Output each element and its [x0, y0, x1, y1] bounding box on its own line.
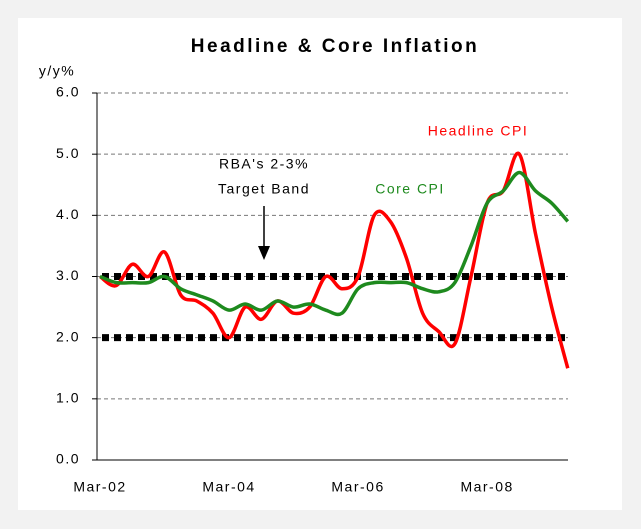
annotation: RBA's 2-3% [219, 156, 309, 172]
x-tick-label: Mar-04 [202, 479, 255, 495]
annotation: Target Band [218, 181, 310, 197]
legend-label: Headline CPI [428, 123, 529, 139]
series-line [99, 170, 570, 317]
y-tick-label: 6.0 [56, 84, 80, 100]
y-tick-label: 2.0 [56, 328, 80, 344]
y-axis-label: y/y% [39, 63, 75, 79]
legend-label: Core CPI [375, 181, 445, 197]
y-tick-label: 5.0 [56, 145, 80, 161]
arrow-head [258, 246, 270, 260]
y-tick-label: 4.0 [56, 206, 80, 222]
x-tick-label: Mar-06 [331, 479, 384, 495]
x-tick-label: Mar-08 [460, 479, 513, 495]
panel [18, 18, 622, 510]
y-tick-label: 0.0 [56, 451, 80, 467]
y-tick-label: 1.0 [56, 390, 80, 406]
x-tick-label: Mar-02 [73, 479, 126, 495]
chart-title: Headline & Core Inflation [191, 36, 479, 57]
y-tick-label: 3.0 [56, 267, 80, 283]
